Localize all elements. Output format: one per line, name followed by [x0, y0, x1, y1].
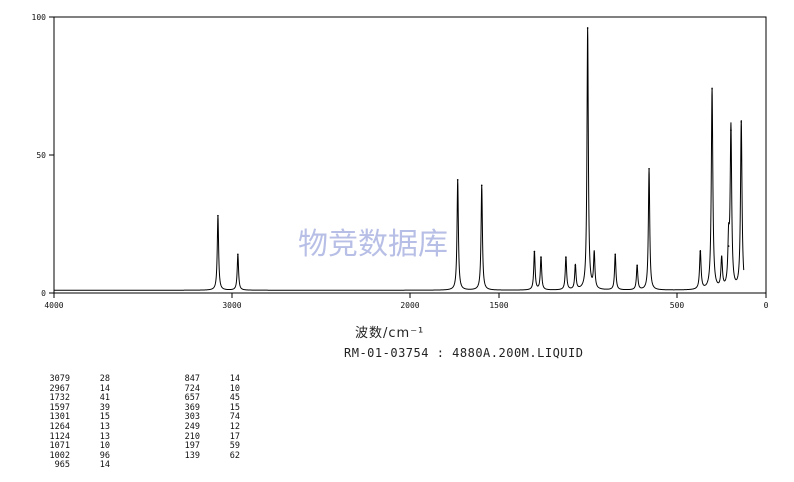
peak-intensity: 96	[99, 450, 110, 461]
x-tick-label: 1500	[489, 301, 508, 310]
peak-wavenumber: 303	[184, 412, 200, 423]
peak-row: 1071 10	[40, 442, 110, 452]
peak-wavenumber: 1301	[49, 412, 70, 423]
peak-point	[237, 253, 239, 256]
peak-point	[586, 27, 589, 29]
peak-point	[593, 253, 596, 256]
x-tick-label: 500	[670, 301, 685, 310]
peak-row: 303 74	[170, 413, 240, 423]
axis-ticks: 0 50 100 4000 3000 2000 1500 500 0	[32, 13, 769, 310]
peak-point	[614, 253, 617, 256]
peak-wavenumber: 1124	[49, 431, 70, 442]
peak-intensity: 14	[229, 374, 240, 384]
sample-caption: RM-01-03754 : 4880A.200M.LIQUID	[344, 346, 584, 360]
peak-wavenumber: 965	[54, 460, 70, 471]
peak-wavenumber: 847	[184, 374, 200, 384]
peak-point	[720, 259, 723, 261]
x-axis-title: 波数/cm⁻¹	[355, 326, 425, 341]
peak-row: 724 10	[170, 383, 240, 395]
peak-intensity: 74	[229, 412, 240, 423]
peak-point	[699, 250, 702, 253]
peak-wavenumber: 1002	[49, 450, 70, 461]
peak-row: 1732 41	[40, 394, 110, 404]
peak-wavenumber: 1732	[49, 393, 70, 404]
peak-point	[636, 264, 638, 267]
peak-wavenumber: 249	[184, 421, 200, 432]
peak-wavenumber: 1071	[49, 441, 70, 452]
peak-row: 1002 96	[40, 450, 110, 462]
spectrum-line	[54, 27, 745, 291]
peak-point	[648, 168, 650, 170]
peak-wavenumber: 1264	[49, 421, 70, 432]
peak-row: 197 59	[170, 442, 240, 452]
peak-column: 3079 28 2967 14 1732 41 1597 39 1301 15 1264 13 1124…	[40, 374, 110, 471]
peak-row: 1264 13	[40, 421, 110, 433]
peak-row: 210 17	[170, 431, 240, 443]
spectrum-chart: 0 50 100 4000 3000 2000 1500 500 0 物竞数据库	[32, 13, 769, 310]
watermark: 物竞数据库	[298, 227, 448, 262]
peak-intensity: 10	[229, 383, 240, 394]
peak-wavenumber: 369	[184, 402, 200, 413]
y-tick-label: 100	[32, 13, 47, 22]
peak-intensity: 15	[99, 412, 110, 423]
peak-intensity: 13	[99, 431, 110, 442]
peak-row: 139 62	[170, 450, 240, 462]
peak-intensity: 15	[229, 402, 240, 413]
peak-column: 847 14 724 10 657 45 369 15 303 74 249 12 210 17 197 59…	[170, 374, 240, 462]
peak-row: 1124 13	[40, 431, 110, 443]
peak-intensity: 13	[99, 421, 110, 432]
x-tick-label: 0	[764, 301, 769, 310]
peak-point	[730, 129, 732, 131]
peak-intensity: 14	[99, 460, 110, 471]
peak-row: 2967 14	[40, 383, 110, 395]
peak-point	[711, 87, 713, 90]
peak-intensity: 14	[99, 383, 110, 394]
peak-wavenumber: 139	[184, 450, 200, 461]
peak-wavenumber: 657	[184, 393, 200, 404]
peak-intensity: 10	[99, 441, 110, 452]
peak-wavenumber: 3079	[49, 374, 70, 384]
peak-point	[740, 121, 743, 123]
peak-wavenumber: 724	[184, 383, 200, 394]
peak-intensity: 59	[229, 441, 240, 452]
peak-point	[533, 250, 536, 253]
x-tick-label: 4000	[44, 301, 63, 310]
y-tick-label: 50	[36, 151, 46, 160]
peak-row: 657 45	[170, 394, 240, 404]
peak-point	[540, 256, 542, 258]
peak-intensity: 17	[229, 431, 240, 442]
peak-row: 965 14	[40, 461, 110, 471]
peak-point	[727, 245, 730, 247]
peak-point	[456, 179, 459, 181]
x-tick-label: 2000	[400, 301, 419, 310]
peak-point	[565, 256, 567, 258]
peak-wavenumber: 2967	[49, 383, 70, 394]
peak-row: 369 15	[170, 402, 240, 414]
peak-point	[480, 184, 483, 187]
peak-point	[217, 214, 219, 217]
peak-wavenumber: 197	[184, 441, 200, 452]
peak-row: 1597 39	[40, 402, 110, 414]
peak-row: 847 14	[170, 374, 240, 385]
peak-intensity: 39	[99, 402, 110, 413]
peak-row: 1301 15	[40, 413, 110, 423]
peak-wavenumber: 1597	[49, 402, 70, 413]
peak-intensity: 12	[229, 421, 240, 432]
peak-intensity: 45	[229, 393, 240, 404]
peak-intensity: 28	[99, 374, 110, 384]
peak-point	[574, 264, 577, 267]
x-tick-label: 3000	[222, 301, 241, 310]
peak-intensity: 62	[229, 450, 240, 461]
peak-intensity: 41	[99, 393, 110, 404]
peak-wavenumber: 210	[184, 431, 200, 442]
y-tick-label: 0	[41, 289, 46, 298]
peak-row: 249 12	[170, 421, 240, 433]
peak-row: 3079 28	[40, 374, 110, 385]
